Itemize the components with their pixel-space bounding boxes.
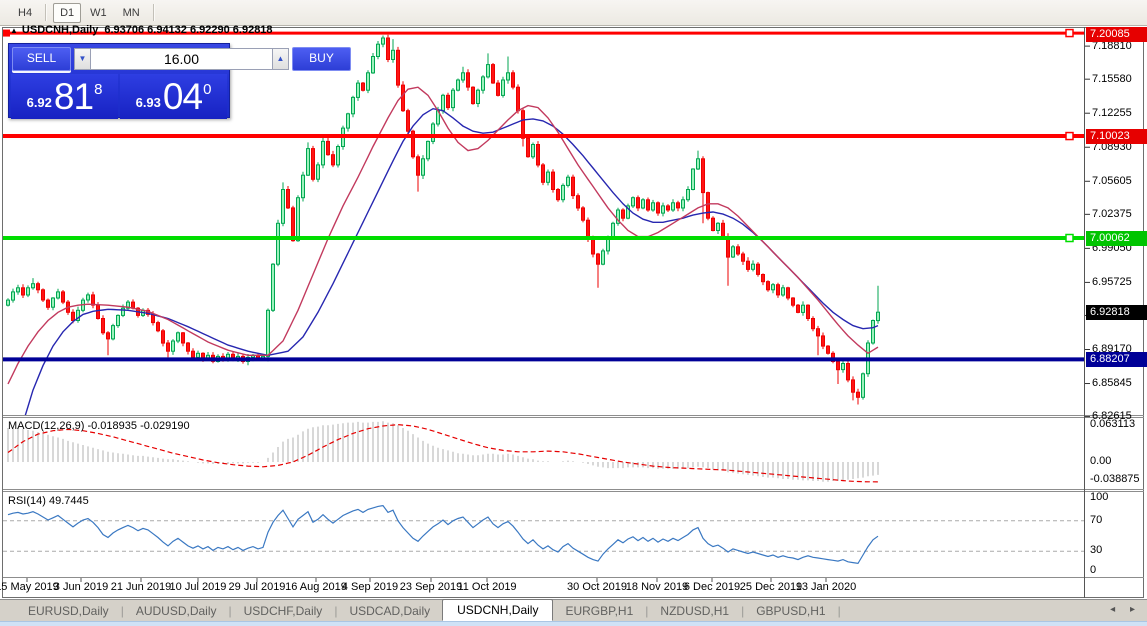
sell-price-small: 6.92	[26, 95, 52, 110]
chart-title: ▲ USDCNH,Daily 6.93706 6.94132 6.92290 6.9…	[10, 24, 273, 36]
rsi-axis-label: 70	[1090, 514, 1103, 526]
macd-axis-label: -0.038875	[1090, 473, 1140, 485]
buy-price-small: 6.93	[135, 95, 161, 110]
toolbar-separator	[45, 4, 48, 21]
price-tick: 6.82615	[1092, 410, 1132, 423]
rsi-axis-label: 100	[1090, 491, 1109, 503]
chart-tab-usdchf[interactable]: USDCHF,Daily	[243, 603, 323, 618]
chart-tab-gbpusd[interactable]: GBPUSD,H1	[756, 603, 826, 618]
timeframe-button-d1[interactable]: D1	[53, 2, 82, 23]
sell-price-big: 81	[53, 75, 94, 117]
sell-price-box[interactable]: 6.92 81 8	[11, 74, 118, 119]
rsi-axis-label: 0	[1090, 564, 1097, 576]
chart-ohlc-values: 6.93706 6.94132 6.92290 6.92818	[104, 24, 273, 36]
volume-increase-button[interactable]: ▲	[272, 48, 289, 70]
tab-separator: |	[837, 603, 841, 618]
price-tick: 7.18810	[1092, 39, 1132, 52]
date-label: 15 May 2019	[0, 581, 59, 593]
tab-separator: |	[120, 603, 124, 618]
price-tick: 6.95725	[1092, 275, 1132, 288]
one-click-trading-panel: SELL ▼ ▲ BUY 6.92 81 8 6.93 04 0	[8, 43, 351, 119]
macd-label: MACD(12,26,9) -0.018935 -0.029190	[8, 420, 190, 432]
date-label: 23 Sep 2019	[399, 581, 463, 593]
timeframe-button-w1[interactable]: W1	[90, 6, 107, 19]
chart-tabs-bar: EURUSD,Daily | AUDUSD,Daily | USDCHF,Daily | U…	[0, 598, 1147, 621]
chart-tab-nzdusd[interactable]: NZDUSD,H1	[660, 603, 730, 618]
status-strip	[0, 621, 1147, 626]
timeframe-button-mn[interactable]: MN	[122, 6, 140, 19]
price-level-badge: 7.20085	[1086, 27, 1147, 42]
chart-tab-eurusd[interactable]: EURUSD,Daily	[28, 603, 109, 618]
date-label: 21 Jun 2019	[110, 581, 172, 593]
date-label: 30 Oct 2019	[567, 581, 627, 593]
tab-separator: |	[334, 603, 338, 618]
price-tick: 6.85845	[1092, 377, 1132, 390]
price-tick: 7.05605	[1092, 174, 1132, 187]
tab-separator: |	[228, 603, 232, 618]
tab-separator: |	[645, 603, 649, 618]
buy-price-sup: 0	[203, 81, 212, 98]
symbol-marker-icon: ▲	[10, 26, 18, 35]
chart-tab-usdcad[interactable]: USDCAD,Daily	[349, 603, 431, 618]
chart-tab-audusd[interactable]: AUDUSD,Daily	[135, 603, 217, 618]
chart-tab-eurgbp[interactable]: EURGBP,H1	[565, 603, 634, 618]
price-tick: 7.15580	[1092, 72, 1132, 85]
buy-price-box[interactable]: 6.93 04 0	[120, 74, 227, 119]
date-label: 13 Jan 2020	[795, 581, 857, 593]
sell-button[interactable]: SELL	[12, 47, 71, 71]
chart-symbol: USDCNH,Daily	[21, 24, 99, 36]
chart-window	[2, 27, 1144, 598]
buy-button[interactable]: BUY	[292, 47, 351, 71]
date-label: 29 Jul 2019	[228, 581, 286, 593]
date-label: 11 Oct 2019	[457, 581, 517, 593]
date-label: 3 Jun 2019	[53, 581, 109, 593]
date-label: 4 Sep 2019	[341, 581, 399, 593]
date-label: 16 Aug 2019	[285, 581, 347, 593]
price-tick: 7.02375	[1092, 207, 1132, 220]
rsi-label: RSI(14) 49.7445	[8, 495, 89, 507]
timeframe-button-h4[interactable]: H4	[18, 6, 33, 19]
price-level-badge: 6.92818	[1086, 304, 1147, 320]
sell-price-sup: 8	[94, 81, 103, 98]
tab-scroll-arrows[interactable]: ◂ ▸	[1110, 604, 1141, 615]
macd-axis-label: 0.00	[1090, 455, 1112, 467]
date-label: 25 Dec 2019	[739, 581, 803, 593]
price-tick: 7.12255	[1092, 106, 1132, 119]
date-label: 18 Nov 2019	[625, 581, 689, 593]
buy-price-big: 04	[162, 75, 203, 117]
rsi-axis-label: 30	[1090, 544, 1103, 556]
price-level-badge: 7.10023	[1086, 128, 1147, 144]
toolbar-separator	[152, 4, 155, 21]
timeframe-toolbar: H4 D1 W1 MN	[0, 0, 1147, 26]
date-label: 6 Dec 2019	[683, 581, 741, 593]
chart-tab-usdcnh[interactable]: USDCNH,Daily	[442, 598, 554, 621]
volume-input[interactable]	[91, 48, 272, 70]
price-level-badge: 6.88207	[1086, 351, 1147, 367]
price-level-badge: 7.00062	[1086, 230, 1147, 246]
date-label: 10 Jul 2019	[169, 581, 227, 593]
price-tick: 7.08930	[1092, 140, 1132, 153]
volume-decrease-button[interactable]: ▼	[74, 48, 91, 70]
tab-separator: |	[741, 603, 745, 618]
macd-axis-label: 0.063113	[1090, 418, 1136, 430]
